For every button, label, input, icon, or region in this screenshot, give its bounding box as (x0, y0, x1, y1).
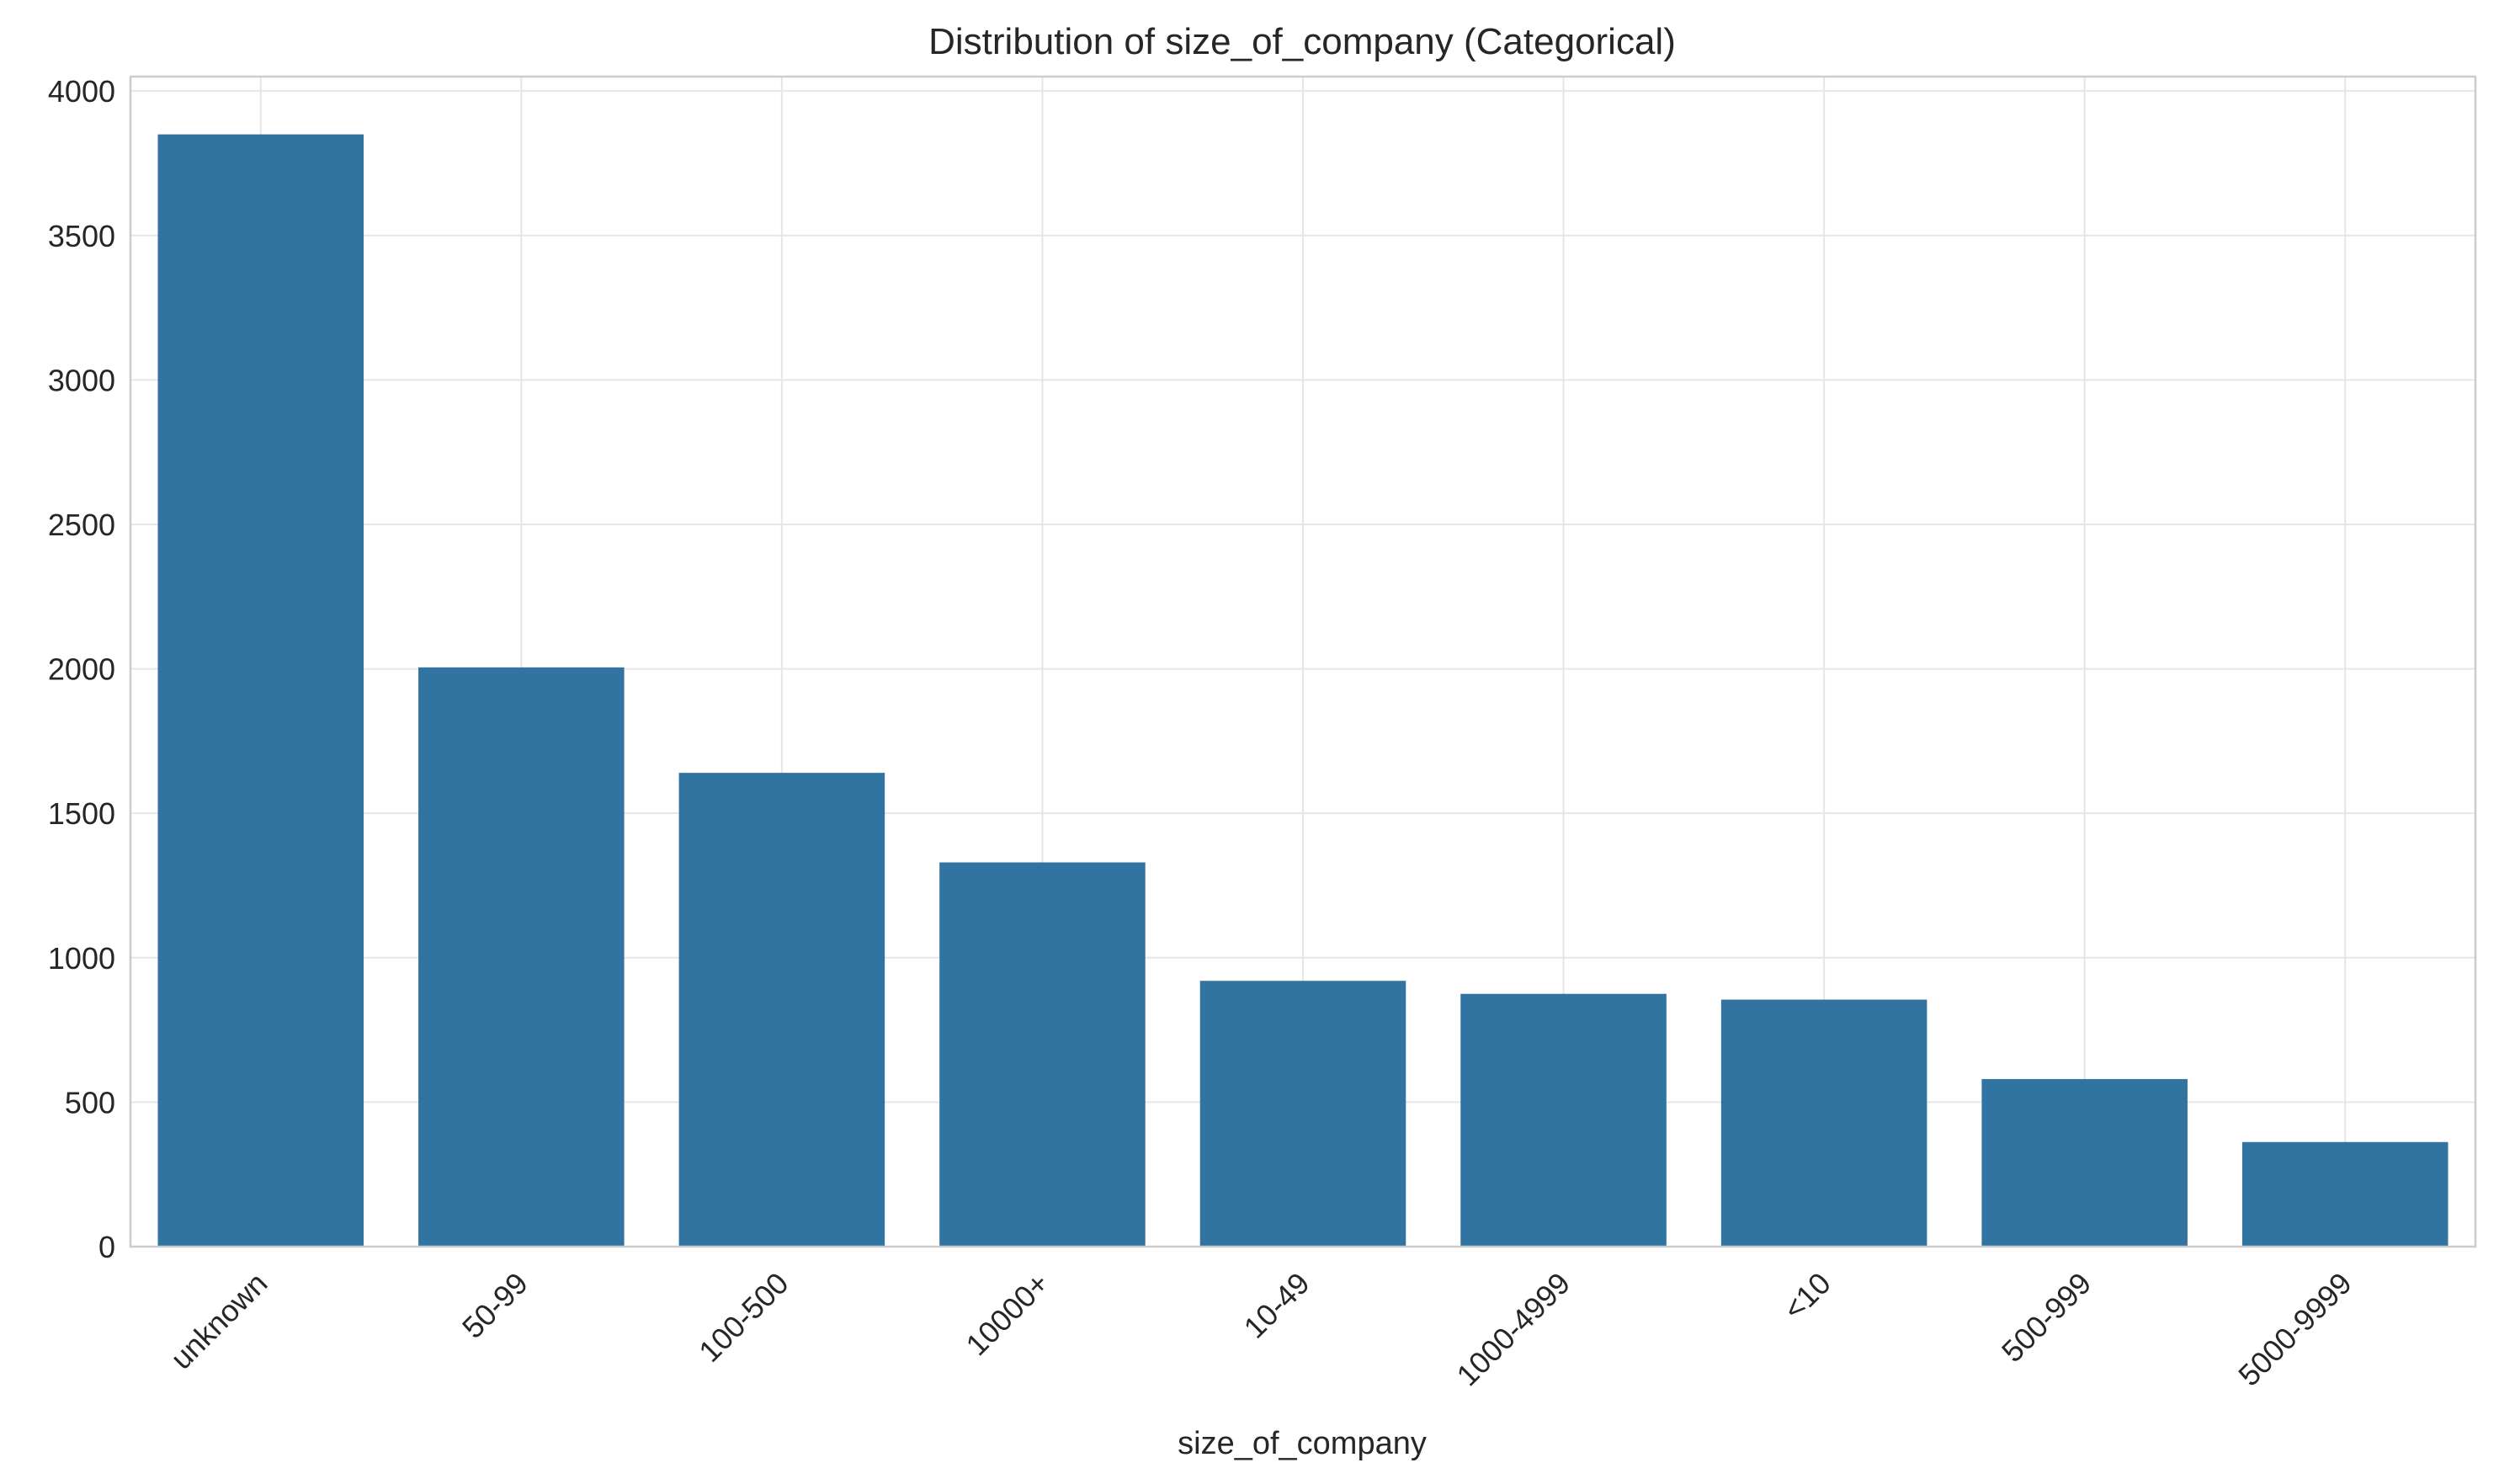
y-tick-label: 500 (65, 1085, 115, 1120)
y-tick-label: 3000 (48, 363, 115, 397)
bar-10-49 (1199, 981, 1406, 1247)
y-tick-label: 0 (98, 1230, 115, 1264)
y-axis-ticks: 0 500 1000 1500 2000 2500 3000 3500 4000 (48, 74, 115, 1264)
y-tick-label: 2000 (48, 652, 115, 687)
plot-frame (129, 75, 2477, 1248)
bar-50-99 (418, 667, 625, 1247)
chart-title: Distribution of size_of_company (Categor… (928, 21, 1676, 62)
y-tick-label: 4000 (48, 74, 115, 109)
bars (157, 134, 2448, 1247)
y-tick-label: 1500 (48, 796, 115, 831)
bar-10000+ (939, 862, 1146, 1247)
bar-<10 (1720, 999, 1927, 1247)
bar-unknown (157, 134, 364, 1247)
y-tick-label: 1000 (48, 941, 115, 976)
bar-100-500 (678, 773, 885, 1247)
x-axis-label: size_of_company (1178, 1426, 1427, 1461)
bar-5000-9999 (2241, 1141, 2448, 1247)
y-tick-label: 3500 (48, 219, 115, 253)
bar-1000-4999 (1460, 993, 1667, 1247)
bar-500-999 (1981, 1078, 2188, 1247)
y-tick-label: 2500 (48, 508, 115, 542)
